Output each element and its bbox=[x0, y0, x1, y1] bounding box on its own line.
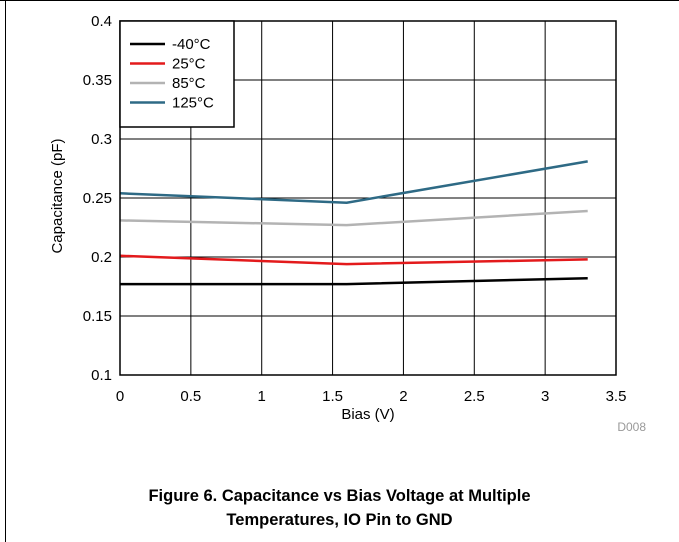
legend-label: -40°C bbox=[172, 36, 211, 53]
legend-label: 125°C bbox=[172, 95, 214, 112]
x-tick-label: 0 bbox=[116, 388, 124, 405]
x-tick-label: 2.5 bbox=[464, 388, 485, 405]
y-tick-label: 0.4 bbox=[91, 13, 112, 30]
x-axis-label: Bias (V) bbox=[341, 406, 394, 423]
x-tick-label: 3 bbox=[541, 388, 549, 405]
caption-line-1: Figure 6. Capacitance vs Bias Voltage at… bbox=[148, 487, 531, 505]
legend-box bbox=[119, 20, 235, 128]
y-tick-label: 0.35 bbox=[83, 72, 112, 89]
x-tick-label: 3.5 bbox=[606, 388, 627, 405]
x-tick-label: 1 bbox=[258, 388, 266, 405]
series-line bbox=[120, 276, 588, 286]
y-tick-labels: 0.1 0.15 0.2 0.25 0.3 0.35 0.4 bbox=[83, 13, 112, 384]
page-top-rule bbox=[0, 0, 679, 1]
y-tick-label: 0.2 bbox=[91, 249, 112, 266]
series-lines bbox=[119, 160, 588, 286]
legend-label: 85°C bbox=[172, 75, 206, 92]
y-axis-label: Capacitance (pF) bbox=[49, 138, 66, 253]
series-line bbox=[119, 209, 588, 227]
y-tick-label: 0.3 bbox=[91, 131, 112, 148]
x-tick-label: 1.5 bbox=[322, 388, 343, 405]
caption-line-2: Temperatures, IO Pin to GND bbox=[226, 511, 453, 529]
x-tick-labels: 0 0.5 1 1.5 2 2.5 3 3.5 bbox=[116, 388, 627, 405]
plot-area-border bbox=[119, 20, 617, 376]
y-tick-label: 0.25 bbox=[83, 190, 112, 207]
y-tick-label: 0.1 bbox=[91, 367, 112, 384]
x-tick-label: 0.5 bbox=[180, 388, 201, 405]
figure-code-label: D008 bbox=[617, 420, 646, 434]
series-line bbox=[119, 254, 588, 266]
x-tick-label: 2 bbox=[399, 388, 407, 405]
y-tick-label: 0.15 bbox=[83, 308, 112, 325]
series-line bbox=[119, 160, 588, 204]
capacitance-chart: 0 0.5 1 1.5 2 2.5 3 3.5 0.10.150.20.250.30.350.… bbox=[49, 13, 646, 434]
legend-label: 25°C bbox=[172, 56, 206, 73]
legend: -40°C 25°C 85°C 125°C bbox=[119, 20, 235, 128]
page-left-rule bbox=[5, 0, 6, 542]
figure-caption: Figure 6. Capacitance vs Bias Voltage at… bbox=[0, 484, 679, 532]
